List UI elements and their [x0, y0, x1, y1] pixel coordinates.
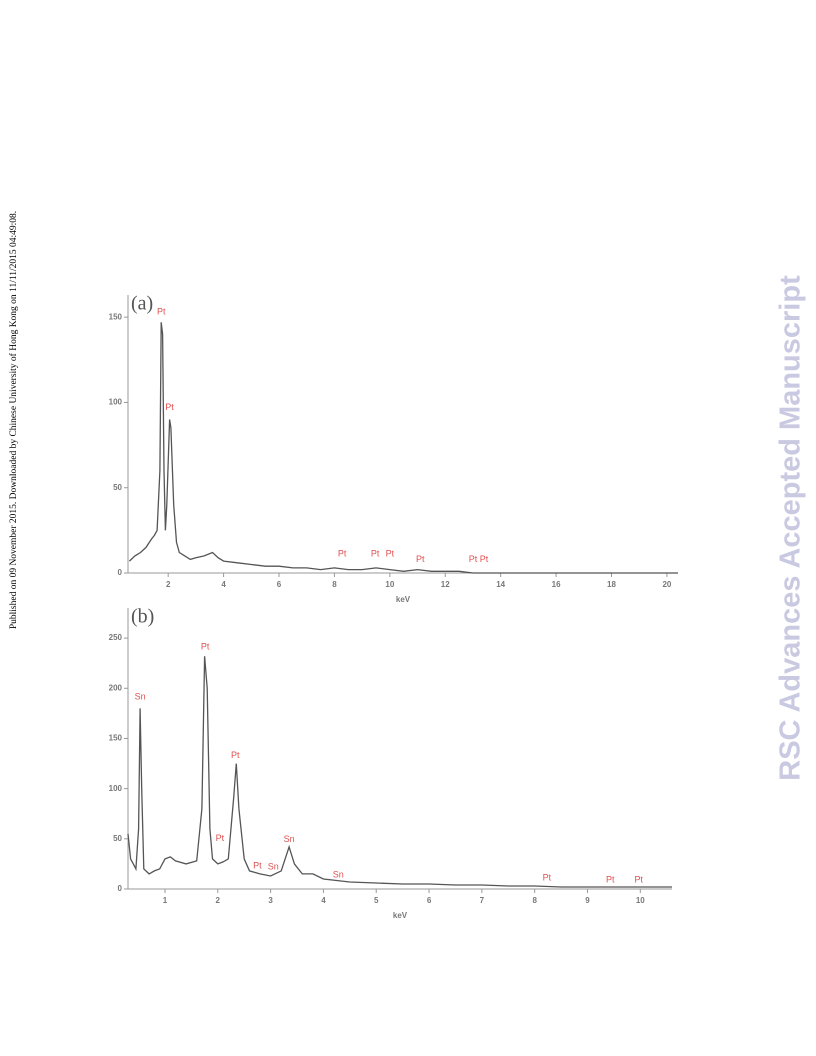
peak-label: Sn [268, 861, 279, 871]
peak-label: Sn [333, 869, 344, 879]
peak-label: Pt [157, 307, 166, 317]
x-tick-label: 10 [636, 896, 645, 905]
x-axis-label: keV [396, 595, 411, 604]
y-tick-label: 50 [113, 834, 122, 843]
peak-label: Pt [216, 833, 225, 843]
peak-label: Sn [135, 692, 146, 702]
x-tick-label: 1 [163, 896, 168, 905]
x-tick-label: 14 [496, 580, 505, 589]
y-tick-label: 250 [109, 633, 123, 642]
peak-label: Pt [416, 554, 425, 564]
y-tick-label: 0 [118, 884, 123, 893]
x-tick-label: 4 [221, 580, 226, 589]
peak-label: Pt [386, 549, 395, 559]
y-tick-label: 100 [109, 784, 123, 793]
y-tick-label: 150 [109, 312, 123, 321]
spectrum-line [128, 322, 678, 574]
x-tick-label: 8 [332, 580, 337, 589]
peak-label: Pt [634, 874, 643, 884]
peak-label: Pt [480, 554, 489, 564]
y-tick-label: 50 [113, 483, 122, 492]
x-axis-label: keV [393, 911, 408, 920]
x-tick-label: 2 [166, 580, 171, 589]
peak-label: Pt [469, 554, 478, 564]
sidebar-note: Published on 09 November 2015. Downloade… [8, 211, 19, 629]
y-tick-label: 150 [109, 734, 123, 743]
peak-label: Pt [165, 402, 174, 412]
x-tick-label: 5 [374, 896, 379, 905]
x-tick-label: 9 [585, 896, 590, 905]
panel-label: (a) [131, 293, 153, 315]
peak-label: Sn [284, 834, 295, 844]
y-tick-label: 100 [109, 398, 123, 407]
x-tick-label: 3 [268, 896, 273, 905]
watermark: RSC Advances Accepted Manuscript [775, 275, 807, 781]
spectrum-line [127, 656, 672, 888]
peak-label: Pt [338, 549, 347, 559]
peak-label: Pt [253, 860, 262, 870]
peak-label: Pt [606, 874, 615, 884]
x-tick-label: 16 [552, 580, 561, 589]
x-tick-label: 10 [385, 580, 394, 589]
x-tick-label: 7 [480, 896, 485, 905]
peak-label: Pt [231, 750, 240, 760]
panel-label: (b) [131, 606, 154, 628]
peak-label: Pt [543, 872, 552, 882]
peak-label: Pt [371, 549, 380, 559]
x-tick-label: 2 [216, 896, 221, 905]
x-tick-label: 12 [441, 580, 450, 589]
y-tick-label: 0 [118, 568, 123, 577]
x-tick-label: 6 [427, 896, 432, 905]
peak-label: Pt [201, 642, 210, 652]
x-tick-label: 20 [662, 580, 671, 589]
x-tick-label: 4 [321, 896, 326, 905]
x-tick-label: 6 [277, 580, 282, 589]
x-tick-label: 18 [607, 580, 616, 589]
y-tick-label: 200 [109, 683, 123, 692]
x-tick-label: 8 [532, 896, 537, 905]
